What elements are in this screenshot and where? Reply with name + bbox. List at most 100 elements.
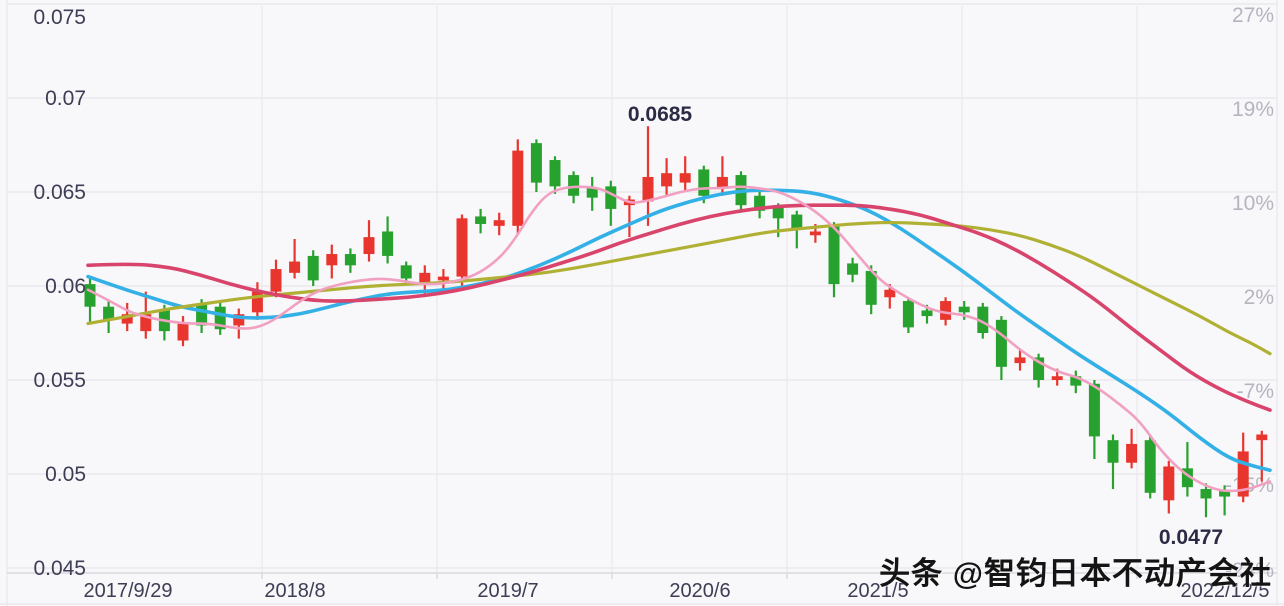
ma-crimson <box>86 203 1272 412</box>
candle-body <box>121 314 133 324</box>
candle <box>251 282 263 320</box>
watermark-text: 头条 @智钧日本不动产会社 <box>879 556 1272 591</box>
candle-body <box>103 306 115 320</box>
y-axis-left-label: 0.07 <box>45 87 86 110</box>
candle-body <box>902 301 914 328</box>
candle-body <box>1088 383 1100 437</box>
candle-body <box>196 304 208 326</box>
low-annotation: 0.0477 <box>1158 526 1224 549</box>
candle-body <box>921 310 933 317</box>
candles-layer <box>84 126 1268 518</box>
candle <box>940 297 952 326</box>
candle <box>326 244 338 279</box>
candle-body <box>1014 357 1026 364</box>
candle-body <box>1200 489 1212 499</box>
candle-body <box>995 319 1007 367</box>
x-axis-labels: 2017/9/29 2018/8 2019/7 2020/6 2021/5 2022/12… <box>84 580 1270 602</box>
candle <box>344 248 356 273</box>
candle <box>289 239 301 279</box>
candle <box>530 139 542 192</box>
candle-body <box>289 261 301 273</box>
candle-body <box>977 306 989 333</box>
y-axis-right-label: 19% <box>1232 98 1274 121</box>
candle-body <box>530 143 542 183</box>
y-axis-left-label: 0.06 <box>45 275 86 298</box>
candle <box>1237 432 1249 503</box>
candle <box>865 265 877 315</box>
candle <box>1107 434 1119 490</box>
y-axis-right-label: -7% <box>1237 380 1274 403</box>
candle-body <box>363 237 375 255</box>
candle-body <box>716 176 728 189</box>
candle-body <box>326 254 338 266</box>
candle-body <box>847 263 859 275</box>
candle <box>847 257 859 283</box>
candle <box>84 278 96 322</box>
y-axis-left-label: 0.075 <box>33 6 86 29</box>
candle-body <box>214 306 226 330</box>
candle-body <box>549 160 561 187</box>
candle-body <box>754 195 766 211</box>
candle <box>605 180 617 226</box>
candle-body <box>382 231 394 256</box>
candle-body <box>828 225 840 285</box>
candle-body <box>1144 440 1156 493</box>
candle-body <box>1237 451 1249 497</box>
candle <box>270 259 282 298</box>
candle-body <box>270 269 282 292</box>
candle-body <box>791 214 803 230</box>
candle <box>512 139 524 234</box>
candle-body <box>698 169 710 196</box>
candle <box>995 316 1007 380</box>
candle-body <box>233 314 245 326</box>
candle <box>1033 353 1045 388</box>
candle <box>679 156 691 191</box>
y-axis-right-label: -15% <box>1225 474 1274 497</box>
candle <box>1070 370 1082 394</box>
candle-body <box>605 186 617 209</box>
ma-pink <box>86 185 1272 493</box>
candle <box>1200 483 1212 518</box>
candle-body <box>1070 376 1082 386</box>
candle <box>140 291 152 339</box>
candle <box>549 156 561 194</box>
y-axis-right-label: 10% <box>1232 192 1274 215</box>
y-axis-left-labels: 0.075 0.07 0.065 0.06 0.055 0.05 0.045 <box>33 6 86 580</box>
candle-body <box>493 220 505 226</box>
candle <box>1126 428 1138 469</box>
candle <box>214 301 226 335</box>
candle <box>233 308 245 339</box>
y-axis-right-label: -24% <box>1225 559 1274 582</box>
candle-body <box>84 284 96 307</box>
high-annotation: 0.0685 <box>627 103 693 126</box>
ma-olive <box>86 220 1272 356</box>
candle-body <box>512 150 524 226</box>
candle-body <box>140 314 152 332</box>
candle <box>1014 349 1026 371</box>
candle-body <box>884 289 896 298</box>
candle-body <box>307 255 319 281</box>
y-axis-right-label: 27% <box>1232 4 1274 27</box>
candle-body <box>642 176 654 202</box>
y-axis-right-labels: 27% 19% 10% 2% -7% -15% -24% <box>1225 4 1274 582</box>
candle <box>716 156 728 196</box>
candle-body <box>475 216 487 224</box>
candle <box>586 176 598 211</box>
y-axis-left-label: 0.045 <box>33 557 86 580</box>
candle <box>177 316 189 347</box>
candle <box>642 126 654 226</box>
candle <box>1181 442 1193 497</box>
candle-body <box>661 173 673 187</box>
x-axis-label: 2019/7 <box>477 580 538 602</box>
candle <box>493 212 505 236</box>
candle-body <box>1256 434 1268 441</box>
candle-body <box>772 207 784 219</box>
candle <box>307 250 319 286</box>
candle-body <box>437 276 449 281</box>
candle-body <box>809 231 821 236</box>
candle-body <box>1163 466 1175 501</box>
candle-body <box>940 301 952 320</box>
candle-body <box>1126 443 1138 463</box>
